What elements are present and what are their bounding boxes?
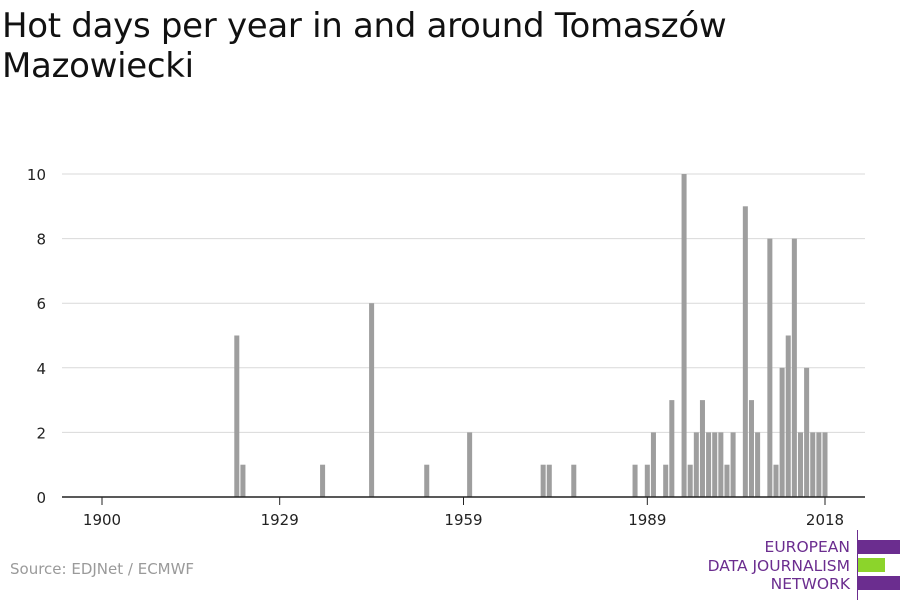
logo-purple-bar-top <box>858 540 900 554</box>
bar-2012 <box>785 335 791 497</box>
bar-1972 <box>540 464 546 497</box>
x-tick-label: 1900 <box>83 511 121 529</box>
y-tick-label: 0 <box>36 489 46 507</box>
y-tick-label: 8 <box>36 231 46 249</box>
bar-1992 <box>663 464 669 497</box>
x-tick-label: 2018 <box>806 511 844 529</box>
bar-1990 <box>650 432 656 497</box>
source-note: Source: EDJNet / ECMWF <box>10 560 195 578</box>
bar-2015 <box>804 367 810 497</box>
bar-1936 <box>320 464 326 497</box>
bar-1993 <box>669 400 675 497</box>
bar-2003 <box>730 432 736 497</box>
logo-text-european: EUROPEAN <box>764 538 850 556</box>
grid-lines <box>62 173 865 433</box>
logo-divider <box>857 530 858 600</box>
bar-2000 <box>712 432 718 497</box>
bars <box>234 174 828 498</box>
bar-1995 <box>681 174 687 497</box>
x-tick-label: 1989 <box>628 511 666 529</box>
y-axis: 0 2 4 6 8 10 <box>27 166 46 507</box>
bar-1922 <box>234 335 240 497</box>
bar-1997 <box>693 432 699 497</box>
bar-2001 <box>718 432 724 497</box>
logo-purple-bar-bottom <box>858 576 900 590</box>
bar-2011 <box>779 367 785 497</box>
bar-1987 <box>632 464 638 497</box>
bar-2014 <box>797 432 804 497</box>
bar-2018 <box>822 432 828 497</box>
y-tick-label: 2 <box>36 424 46 442</box>
bar-1996 <box>687 464 693 497</box>
bar-2013 <box>791 238 797 497</box>
bar-1989 <box>644 464 650 497</box>
bar-2016 <box>810 432 816 497</box>
bar-2002 <box>724 464 730 497</box>
logo-text-data-journalism: DATA JOURNALISM <box>707 557 850 575</box>
edjnet-logo[interactable]: EUROPEAN DATA JOURNALISM NETWORK <box>700 530 900 600</box>
bar-1953 <box>424 464 430 497</box>
bar-1973 <box>546 464 552 497</box>
x-tick-label: 1929 <box>261 511 299 529</box>
bar-2006 <box>748 400 754 497</box>
bar-1977 <box>571 464 577 497</box>
x-tick-label: 1959 <box>444 511 482 529</box>
bar-2017 <box>816 432 822 497</box>
y-tick-label: 6 <box>36 295 46 313</box>
bar-1998 <box>699 400 705 497</box>
logo-green-bar <box>858 558 885 572</box>
bar-1923 <box>240 464 246 497</box>
bar-2007 <box>755 432 761 497</box>
y-tick-label: 10 <box>27 166 46 184</box>
bar-2010 <box>773 464 779 497</box>
bar-2009 <box>767 238 773 497</box>
bar-1999 <box>706 432 712 497</box>
bar-1960 <box>467 432 473 497</box>
bar-1944 <box>369 303 375 497</box>
bar-2005 <box>742 206 748 498</box>
y-tick-label: 4 <box>36 360 46 378</box>
logo-text-network: NETWORK <box>770 575 850 593</box>
x-axis: 1900 1929 1959 1989 2018 <box>62 496 865 529</box>
chart-title: Hot days per year in and around Tomaszów… <box>2 6 727 86</box>
